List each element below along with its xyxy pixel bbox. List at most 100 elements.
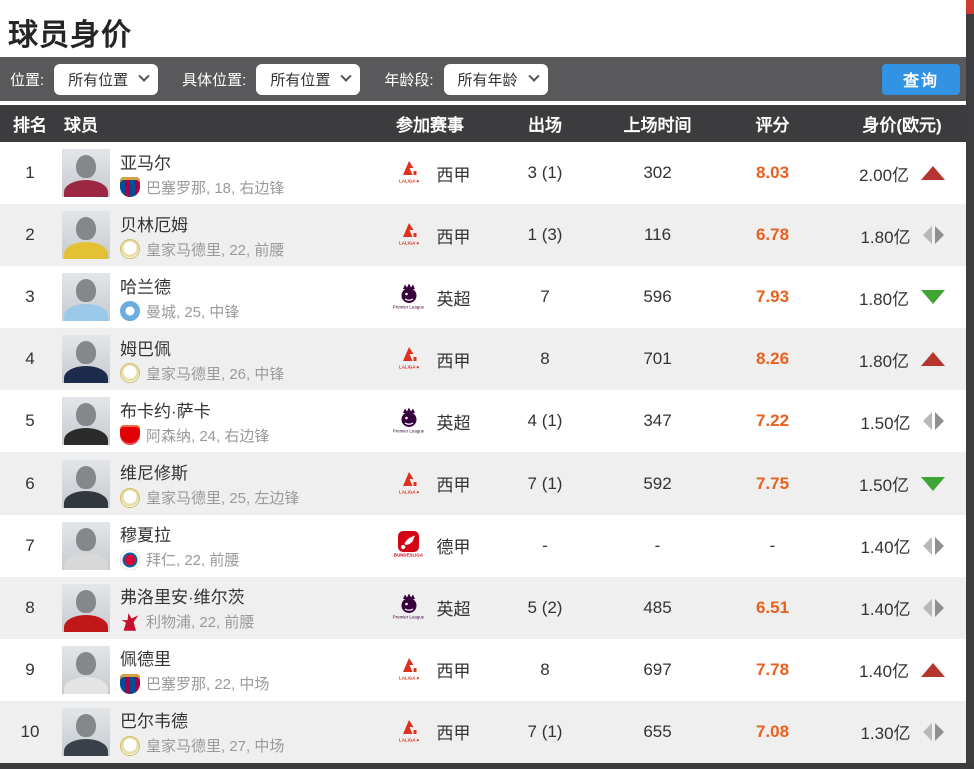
avatar-silhouette [76, 465, 96, 489]
value-cell: 1.40亿 [830, 533, 974, 558]
table-row[interactable]: 3 哈兰德 曼城, 25, 中锋 LALIGA Premier Leagu [0, 266, 974, 329]
trend-icon [921, 166, 946, 181]
league-name: 西甲 [436, 351, 471, 371]
table-row[interactable]: 9 佩德里 巴塞罗那, 22, 中场 LALIGA Premier Lea [0, 638, 974, 701]
avatar-jersey [64, 552, 108, 570]
player-info: 佩德里 巴塞罗那, 22, 中场 [120, 645, 269, 694]
minutes-cell: 596 [643, 287, 672, 307]
avatar-jersey [64, 676, 108, 694]
player-name[interactable]: 哈兰德 [120, 277, 171, 297]
minutes-cell: 655 [643, 721, 672, 741]
player-cell: 布卡约·萨卡 阿森纳, 24, 右边锋 [60, 397, 370, 446]
league-cell: LALIGA Premier League BUNDESLIGA 英超 [370, 282, 490, 313]
header-league: 参加赛事 [396, 116, 464, 135]
laliga-logo-icon: LALIGA [390, 470, 428, 498]
premier-league-logo-icon: Premier League [390, 406, 428, 437]
header-appearances: 出场 [528, 116, 562, 135]
specific-position-filter-label: 具体位置: [182, 71, 247, 89]
trend-icon [923, 599, 944, 617]
player-name[interactable]: 巴尔韦德 [120, 712, 188, 732]
player-club-info: 皇家马德里, 22, 前腰 [146, 241, 285, 259]
value-cell: 1.40亿 [830, 595, 974, 620]
avatar-silhouette [76, 651, 96, 675]
age-select-value: 所有年龄 [457, 71, 518, 89]
player-info: 姆巴佩 皇家马德里, 26, 中锋 [120, 335, 284, 384]
age-select[interactable]: 所有年龄 [443, 63, 548, 95]
player-club-line: 阿森纳, 24, 右边锋 [120, 425, 269, 446]
table-header: 排名 球员 参加赛事 出场 上场时间 评分 身价(欧元) [0, 105, 974, 142]
club-badge-icon [120, 549, 140, 570]
table-row[interactable]: 10 巴尔韦德 皇家马德里, 27, 中场 LALIGA Premier [0, 700, 974, 763]
query-button[interactable]: 查询 [882, 63, 960, 95]
player-avatar [62, 645, 110, 694]
league-cell: LALIGA Premier League BUNDESLIGA 西甲 [370, 221, 490, 249]
table-row[interactable]: 7 穆夏拉 拜仁, 22, 前腰 LALIGA Premier Leagu [0, 514, 974, 577]
value-cell: 1.30亿 [830, 719, 974, 744]
player-avatar [62, 521, 110, 570]
laliga-logo-icon: LALIGA [390, 718, 428, 746]
table-row[interactable]: 2 贝林厄姆 皇家马德里, 22, 前腰 LALIGA Premier L [0, 204, 974, 267]
laliga-logo-text: LALIGA [399, 179, 419, 183]
player-name[interactable]: 弗洛里安·维尔茨 [120, 588, 245, 608]
right-edge-strip [966, 0, 974, 769]
appearances-cell: 7 [540, 287, 550, 307]
league-name: 英超 [436, 600, 471, 620]
rating-cell: 6.78 [755, 225, 790, 245]
position-select[interactable]: 所有位置 [54, 63, 159, 95]
player-name[interactable]: 亚马尔 [120, 153, 171, 173]
laliga-logo-text: LALIGA [399, 738, 419, 742]
player-name[interactable]: 穆夏拉 [120, 526, 171, 546]
player-club-info: 皇家马德里, 27, 中场 [146, 738, 285, 756]
avatar-jersey [64, 614, 108, 632]
value-text: 1.40亿 [860, 600, 911, 620]
player-club-info: 拜仁, 22, 前腰 [146, 552, 240, 570]
premier-league-logo-text: Premier League [392, 304, 425, 310]
rank-cell: 8 [25, 597, 35, 617]
table-row[interactable]: 6 维尼修斯 皇家马德里, 25, 左边锋 LALIGA Premier [0, 452, 974, 515]
player-name[interactable]: 布卡约·萨卡 [120, 401, 211, 421]
specific-position-select-value: 所有位置 [270, 71, 331, 89]
rating-cell: 7.75 [755, 473, 790, 493]
league-cell: LALIGA Premier League BUNDESLIGA 西甲 [370, 656, 490, 684]
avatar-jersey [64, 180, 108, 198]
age-filter-label: 年龄段: [384, 71, 434, 89]
header-rating: 评分 [755, 116, 790, 135]
league-name: 英超 [436, 413, 471, 433]
table-row[interactable]: 4 姆巴佩 皇家马德里, 26, 中锋 LALIGA Premier Le [0, 328, 974, 391]
rating-cell: 8.26 [755, 349, 790, 369]
player-cell: 巴尔韦德 皇家马德里, 27, 中场 [60, 707, 370, 756]
header-minutes: 上场时间 [623, 116, 692, 135]
player-avatar [62, 459, 110, 508]
player-club-line: 皇家马德里, 26, 中锋 [120, 363, 284, 384]
player-name[interactable]: 贝林厄姆 [120, 215, 188, 235]
club-badge-icon [120, 301, 140, 322]
table-body: 1 亚马尔 巴塞罗那, 18, 右边锋 LALIGA Premier Le [0, 142, 974, 763]
player-avatar [62, 583, 110, 632]
red-corner-mark [966, 0, 974, 14]
table-row[interactable]: 5 布卡约·萨卡 阿森纳, 24, 右边锋 LALIGA Premier [0, 390, 974, 453]
player-name[interactable]: 佩德里 [120, 650, 171, 670]
avatar-silhouette [76, 527, 96, 551]
premier-league-logo-text: Premier League [392, 428, 425, 434]
minutes-cell: 592 [643, 473, 672, 493]
club-badge-icon [120, 425, 140, 446]
league-name: 西甲 [436, 724, 471, 744]
value-cell: 1.80亿 [830, 223, 974, 248]
chevron-down-icon [138, 70, 150, 82]
player-name[interactable]: 姆巴佩 [120, 339, 171, 359]
table-row[interactable]: 1 亚马尔 巴塞罗那, 18, 右边锋 LALIGA Premier Le [0, 142, 974, 205]
table-row[interactable]: 8 弗洛里安·维尔茨 利物浦, 22, 前腰 LALIGA Premier [0, 576, 974, 639]
rank-cell: 3 [25, 287, 35, 307]
specific-position-select[interactable]: 所有位置 [256, 63, 361, 95]
club-badge-icon [120, 487, 140, 508]
header-rank: 排名 [13, 116, 47, 135]
player-name[interactable]: 维尼修斯 [120, 464, 188, 484]
player-cell: 姆巴佩 皇家马德里, 26, 中锋 [60, 335, 370, 384]
position-filter-label: 位置: [10, 71, 45, 89]
trend-icon [923, 412, 944, 430]
league-name: 西甲 [436, 227, 471, 247]
premier-league-logo-text: Premier League [392, 614, 425, 620]
title-area: 球员身价 [0, 0, 974, 57]
value-text: 2.00亿 [858, 165, 910, 185]
trend-icon [921, 352, 946, 367]
